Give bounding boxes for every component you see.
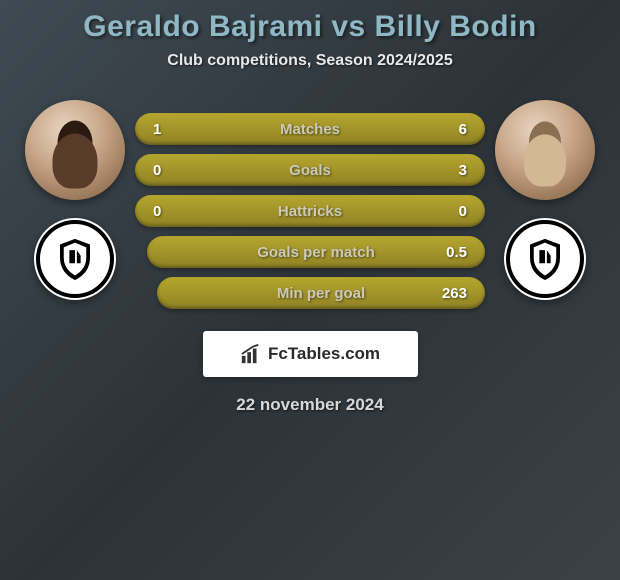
comparison-card: Geraldo Bajrami vs Billy Bodin Club comp… bbox=[0, 0, 620, 425]
club-badge-right bbox=[504, 218, 586, 300]
stat-label: Goals bbox=[289, 162, 331, 179]
stat-bar-goals: 0 Goals 3 bbox=[135, 154, 485, 186]
watermark[interactable]: FcTables.com bbox=[203, 331, 418, 377]
stat-bar-hattricks: 0 Hattricks 0 bbox=[135, 195, 485, 227]
stat-bar-gpm: Goals per match 0.5 bbox=[147, 236, 485, 268]
stat-right-value: 0 bbox=[459, 203, 467, 220]
date: 22 november 2024 bbox=[0, 395, 620, 415]
player-photo-right bbox=[495, 100, 595, 200]
stat-left-value: 0 bbox=[153, 203, 161, 220]
stat-label: Goals per match bbox=[257, 244, 375, 261]
stat-bar-matches: 1 Matches 6 bbox=[135, 113, 485, 145]
stat-label: Hattricks bbox=[278, 203, 342, 220]
subtitle: Club competitions, Season 2024/2025 bbox=[0, 52, 620, 70]
stat-right-value: 0.5 bbox=[446, 244, 467, 261]
stat-right-value: 263 bbox=[442, 285, 467, 302]
stat-bar-mpg: Min per goal 263 bbox=[157, 277, 485, 309]
stat-left-value: 0 bbox=[153, 162, 161, 179]
main-content: 1 Matches 6 0 Goals 3 0 Hattricks 0 Goal… bbox=[0, 95, 620, 309]
stat-right-value: 3 bbox=[459, 162, 467, 179]
stat-label: Matches bbox=[280, 121, 340, 138]
club-badge-left bbox=[34, 218, 116, 300]
title: Geraldo Bajrami vs Billy Bodin bbox=[0, 10, 620, 44]
left-column bbox=[25, 95, 125, 300]
stats-column: 1 Matches 6 0 Goals 3 0 Hattricks 0 Goal… bbox=[135, 95, 485, 309]
chart-icon bbox=[240, 343, 262, 365]
shield-icon bbox=[526, 237, 564, 282]
watermark-text: FcTables.com bbox=[268, 344, 380, 364]
shield-icon bbox=[56, 237, 94, 282]
stat-left-value: 1 bbox=[153, 121, 161, 138]
right-column bbox=[495, 95, 595, 300]
stat-label: Min per goal bbox=[277, 285, 365, 302]
player-photo-left bbox=[25, 100, 125, 200]
stat-right-value: 6 bbox=[459, 121, 467, 138]
